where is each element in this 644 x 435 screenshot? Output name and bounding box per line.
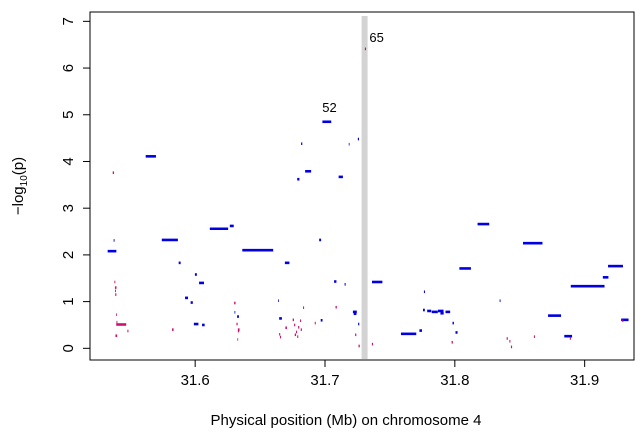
y-tick-label: 2 — [60, 251, 77, 259]
y-tick-label: 4 — [60, 157, 77, 165]
y-tick-label: 7 — [60, 17, 77, 25]
y-tick-label: 1 — [60, 297, 77, 305]
data-layer — [107, 47, 629, 349]
x-axis-title: Physical position (Mb) on chromosome 4 — [211, 412, 482, 429]
y-tick-label: 6 — [60, 64, 77, 72]
y-tick-label: 0 — [60, 344, 77, 352]
x-tick-label: 31.8 — [440, 372, 469, 389]
y-axis-title-main: −log — [10, 186, 27, 215]
annotation-layer: 52 65 — [322, 30, 384, 115]
annotation-label: 65 — [369, 30, 383, 45]
plot-frame — [89, 11, 635, 361]
y-tick-label: 5 — [60, 111, 77, 119]
x-tick-label: 31.9 — [570, 372, 599, 389]
annotation-label: 52 — [322, 100, 336, 115]
y-axis-title-subscript: 10 — [19, 175, 30, 187]
y-axis-title-tail: (p) — [10, 157, 27, 175]
x-axis: 31.6 31.7 31.8 31.9 — [181, 360, 599, 389]
y-tick-label: 3 — [60, 204, 77, 212]
highlight-band-layer — [361, 16, 368, 359]
x-tick-label: 31.7 — [310, 372, 339, 389]
y-axis: 0 1 2 3 4 5 6 7 — [60, 17, 90, 352]
x-tick-label: 31.6 — [181, 372, 210, 389]
highlight-band — [361, 16, 368, 359]
y-axis-title: −log10(p) — [10, 157, 30, 215]
